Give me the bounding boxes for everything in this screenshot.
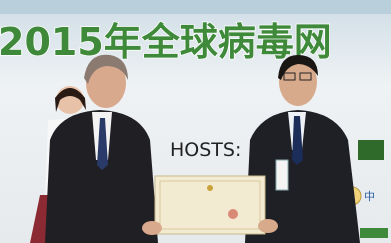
certificate: [155, 176, 265, 234]
page: 2015年全球病毒网 HOSTS: 中 (() => { const data …: [0, 0, 391, 243]
logo-text: 中: [364, 190, 375, 203]
hand: [142, 221, 162, 235]
badge: [276, 160, 288, 190]
logo: [358, 140, 384, 160]
logo: [360, 228, 388, 238]
certificate-seal: [207, 185, 213, 191]
certificate-stamp: [228, 209, 238, 219]
banner-title: 2015年全球病毒网: [0, 20, 332, 64]
hosts-label: HOSTS:: [170, 139, 241, 161]
banner-top: [0, 0, 391, 14]
photo: 2015年全球病毒网 HOSTS: 中: [0, 0, 391, 243]
hand: [258, 219, 278, 233]
